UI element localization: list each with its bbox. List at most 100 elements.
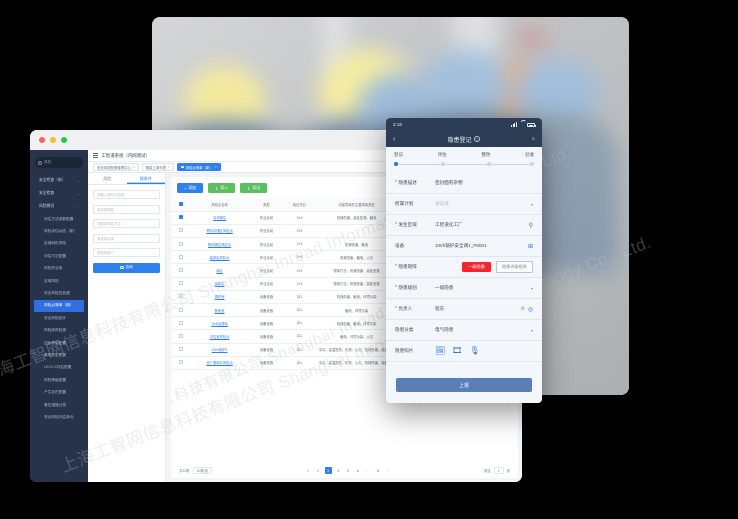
form-row-0[interactable]: * 隐患描述 密封面有杂物 [386,173,542,194]
close-tab-icon[interactable]: × [214,165,217,169]
sidebar-group-safety-check-new[interactable]: 安全检查（新） ⌄ [34,174,84,187]
sidebar-item-7[interactable]: 风险点清单（新） [34,299,84,313]
search-button[interactable]: 查询 [93,263,160,273]
row-risk-name[interactable]: 物料罐区风险点 [191,237,248,252]
form-value-5[interactable]: 一级隐患 [435,285,454,290]
audio-upload-icon[interactable]: 🎙 [469,346,480,355]
sidebar-item-5[interactable]: 区域风险 [44,278,59,283]
row-risk-name[interactable]: 锅炉房 [191,290,248,305]
row-risk-name[interactable]: 全厂照明灯风险点 [191,356,248,370]
sidebar-item-0[interactable]: 评估方法参数配置 [44,216,74,221]
goto-page-input[interactable]: 1 [493,466,504,475]
back-arrow-icon[interactable]: ‹ [393,135,396,143]
form-row-7[interactable]: 隐患分类 电气隐患 ▾ [386,320,542,341]
row-checkbox-cell[interactable] [171,263,192,278]
row-checkbox-cell[interactable] [171,343,192,357]
row-checkbox[interactable] [179,268,184,273]
sidebar-item-15[interactable]: 管控措施分类 [44,402,67,407]
form-row-1[interactable]: 所属计划 请选择 ▾ [386,194,542,215]
sidebar-item-10[interactable]: 四色等级配置 [44,340,67,345]
page-size-select[interactable]: 10条/页 [192,466,213,475]
page-3[interactable]: 3 [324,467,332,474]
page-4[interactable]: 4 [337,468,339,473]
submit-button[interactable]: 上报 [396,378,532,392]
row-checkbox-cell[interactable] [171,316,192,331]
page-8[interactable]: 8 [377,468,379,473]
sidebar-item-9[interactable]: 风险库风险源 [44,328,67,333]
sidebar-item-12[interactable]: LEC/LS评估配置 [44,365,72,370]
row-checkbox-cell[interactable] [171,277,192,291]
form-row-3[interactable]: 设备 10t/h锅炉安全阀1_P0001 ⊞ [386,236,542,257]
minimize-icon[interactable] [50,137,56,143]
window-tab-0[interactable]: 安全风险配置管理中心 × [93,163,139,171]
sidebar-item-16[interactable]: 安全风险评估单元 [44,414,74,419]
row-checkbox[interactable] [179,215,184,220]
step-dot-3[interactable] [530,162,534,167]
form-value-1[interactable]: 请选择 [435,201,449,206]
row-risk-name[interactable]: 库区 [191,263,248,278]
matrix-tag-0[interactable]: 一级隐患 [462,262,491,272]
step-label-1[interactable]: 评估 [437,152,447,157]
row-risk-name[interactable]: 物料存储区风险点 [191,224,248,239]
row-checkbox-cell[interactable] [171,224,192,239]
page-2[interactable]: 2 [317,468,319,473]
sidebar-item-6[interactable]: 安全风险四色图 [44,291,70,296]
row-checkbox-cell[interactable] [171,211,192,225]
form-value-2[interactable]: 工智道化工厂 [435,222,463,227]
form-row-6[interactable]: * 负责人 程东 ⊗ ◎ [386,299,542,320]
row-risk-name[interactable]: 配电室 [191,303,248,318]
sidebar-item-14[interactable]: 产生存在配置 [44,390,67,395]
matrix-tag-1[interactable]: 隐患评级矩阵 [495,261,533,273]
qr-scan-icon[interactable]: ⊞ [527,243,533,250]
sidebar-item-8[interactable]: 安全风险统计 [44,315,67,320]
sidebar-group-risk-identification[interactable]: 风险辨识 ⌃ [34,200,84,213]
location-pin-icon[interactable]: ⚲ [528,222,533,229]
video-upload-icon[interactable]: 🎞 [452,346,463,355]
step-dot-1[interactable] [440,162,445,167]
row-checkbox-cell[interactable] [171,250,192,265]
form-row-8[interactable]: 隐患照片 🖼 🎞 🎙 [386,341,542,362]
step-dot-0[interactable] [394,162,398,167]
row-checkbox[interactable] [179,228,184,233]
row-risk-name[interactable]: 10t/h锅炉1 [191,343,248,357]
toolbar-button-0[interactable]: + 添加 [177,183,204,193]
row-risk-name[interactable]: 污水处理站 [191,316,248,331]
sidebar-item-2[interactable]: 区域树形风险 [44,241,67,246]
window-tab-1[interactable]: 隐患工单列表 × [141,163,174,171]
toolbar-button-2[interactable]: ↧ 导出 [240,183,268,193]
form-value-0[interactable]: 密封面有杂物 [435,180,463,185]
row-checkbox[interactable] [179,320,184,325]
form-row-2[interactable]: * 发生区域 工智道化工厂 ⚲ [386,215,542,236]
form-value-6[interactable]: 程东 [435,306,445,311]
filter-field-2[interactable]: 请选择评估方法 ⌄ [93,219,160,228]
toolbar-button-1[interactable]: ↥ 导入 [208,183,236,193]
row-checkbox-cell[interactable] [171,237,192,252]
row-checkbox[interactable] [179,294,184,299]
row-risk-name[interactable]: 装卸区 [191,277,248,291]
sidebar-item-3[interactable]: 评估方法配置 [44,253,67,258]
row-checkbox[interactable] [179,281,184,286]
row-checkbox[interactable] [179,254,184,259]
window-tab-2[interactable]: 风险点清单（新） × [177,163,221,171]
sidebar-item-13[interactable]: 风险等级配置 [44,377,67,382]
row-checkbox[interactable] [179,307,184,312]
maximize-icon[interactable] [61,137,67,143]
sidebar-item-4[interactable]: 风险作业库 [44,266,63,271]
step-label-3[interactable]: 验收 [525,152,534,157]
image-upload-icon[interactable]: 🖼 [435,346,446,355]
form-value-7[interactable]: 电气隐患 [435,327,454,332]
filter-field-0[interactable]: 请输入风险点名称 [93,190,160,199]
page-5[interactable]: 5 [347,468,349,473]
step-label-2[interactable]: 整改 [481,152,491,157]
form-value-3[interactable]: 10t/h锅炉安全阀1_P0001 [435,243,487,248]
row-risk-name[interactable]: 装卸区风险点 [191,250,248,265]
row-checkbox-cell[interactable] [171,329,192,344]
home-icon[interactable]: ⌂ [531,136,535,142]
filter-field-3[interactable]: 请选择区域 ⌄ [93,233,160,243]
row-checkbox-cell[interactable] [171,356,192,370]
next-page-button[interactable]: › [387,468,389,473]
row-checkbox[interactable] [179,333,184,338]
sidebar-item-11[interactable]: 事故类型配置 [44,352,67,357]
tab-search-conditions[interactable]: 搜条件 [127,173,166,184]
step-label-0[interactable]: 登记 [394,152,403,157]
